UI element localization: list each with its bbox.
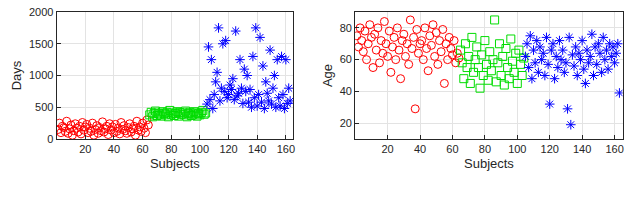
- svg-text:40: 40: [108, 143, 120, 155]
- svg-text:60: 60: [340, 53, 352, 65]
- svg-text:100: 100: [191, 143, 209, 155]
- svg-text:160: 160: [277, 143, 295, 155]
- svg-text:0: 0: [47, 133, 53, 145]
- svg-text:40: 40: [340, 85, 352, 97]
- svg-text:40: 40: [414, 143, 426, 155]
- svg-text:80: 80: [165, 143, 177, 155]
- svg-text:160: 160: [605, 143, 623, 155]
- svg-text:2000: 2000: [29, 6, 53, 18]
- svg-text:140: 140: [573, 143, 591, 155]
- svg-text:500: 500: [35, 101, 53, 113]
- svg-text:Subjects: Subjects: [464, 156, 514, 171]
- svg-text:Subjects: Subjects: [150, 156, 200, 171]
- svg-text:Age: Age: [320, 64, 335, 87]
- svg-text:20: 20: [79, 143, 91, 155]
- svg-text:120: 120: [219, 143, 237, 155]
- svg-text:20: 20: [340, 117, 352, 129]
- svg-text:20: 20: [382, 143, 394, 155]
- svg-text:80: 80: [340, 22, 352, 34]
- svg-text:60: 60: [446, 143, 458, 155]
- svg-text:1000: 1000: [29, 69, 53, 81]
- svg-text:140: 140: [248, 143, 266, 155]
- svg-text:60: 60: [136, 143, 148, 155]
- svg-text:120: 120: [541, 143, 559, 155]
- svg-text:100: 100: [508, 143, 526, 155]
- svg-text:Days: Days: [9, 60, 24, 90]
- svg-text:1500: 1500: [29, 38, 53, 50]
- svg-text:80: 80: [479, 143, 491, 155]
